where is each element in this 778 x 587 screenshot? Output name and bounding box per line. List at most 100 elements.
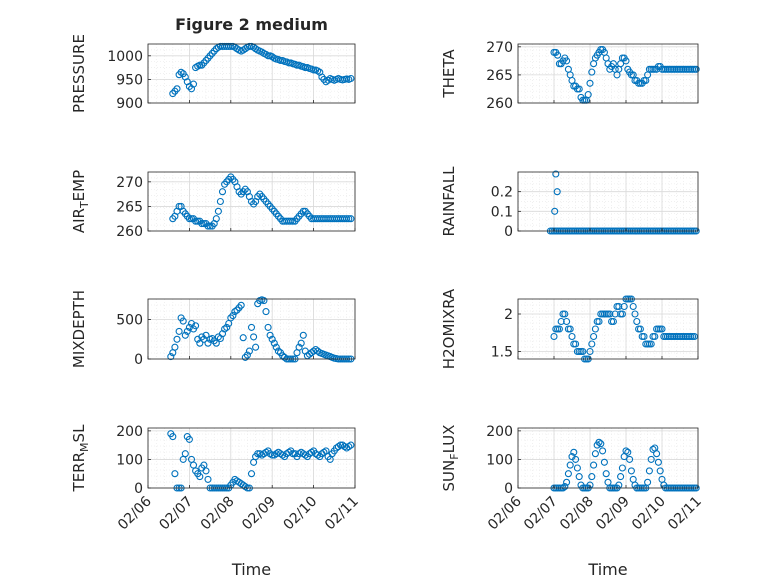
data-point <box>552 170 560 178</box>
data-point <box>181 331 189 339</box>
data-point <box>600 458 608 466</box>
data-point <box>214 207 222 215</box>
data-point <box>624 448 632 456</box>
subplot-4: 0 0.1 0.2 RAINFALL <box>440 166 700 240</box>
data-point <box>279 451 287 459</box>
y-tick-label: 270 <box>486 40 513 56</box>
data-point <box>231 308 239 316</box>
data-point <box>293 61 301 69</box>
data-point <box>563 57 571 65</box>
data-point <box>627 467 635 475</box>
y-axis-label: PRESSURE <box>70 34 88 113</box>
data-point <box>586 347 594 356</box>
data-point <box>651 332 659 341</box>
y-axis-label: H2OMIXRA <box>440 288 458 369</box>
x-tick-label: 02/07 <box>521 494 561 534</box>
data-point <box>274 347 282 355</box>
data-point <box>575 473 583 481</box>
subplot-6: 1.5 2 H2OMIXRA <box>440 288 699 369</box>
data-point <box>566 325 574 333</box>
data-point <box>221 325 229 333</box>
plot-area <box>148 299 355 359</box>
data-point <box>270 339 278 347</box>
data-point <box>629 302 637 311</box>
data-point <box>551 207 559 215</box>
data-point <box>183 327 191 335</box>
data-point <box>336 441 345 449</box>
y-tick-label: 1.5 <box>491 345 513 361</box>
data-point <box>579 347 587 356</box>
data-point <box>297 339 305 347</box>
data-point <box>227 314 235 322</box>
data-point <box>262 308 270 316</box>
data-point <box>179 317 187 325</box>
data-point <box>347 215 355 223</box>
data-point <box>181 450 189 458</box>
axes-box <box>517 171 699 232</box>
data-point <box>204 475 212 483</box>
data-point <box>192 322 200 330</box>
x-tick-label: 02/06 <box>115 493 155 533</box>
data-point <box>588 340 596 348</box>
subplot-7: 0 100 200 02/06 02/07 02/08 02/09 02/10 02/11 TER… <box>70 424 362 579</box>
data-point <box>208 49 216 57</box>
data-point <box>615 302 623 311</box>
data-point <box>287 217 295 225</box>
x-tick-label: 02/06 <box>485 493 525 533</box>
data-point <box>564 470 572 478</box>
data-point <box>212 215 220 223</box>
data-point <box>653 450 661 458</box>
data-point <box>252 343 260 351</box>
data-point <box>602 470 610 478</box>
data-point <box>202 56 210 65</box>
x-axis-label: Time <box>231 560 271 579</box>
data-point <box>611 310 619 318</box>
data-point <box>555 325 563 333</box>
data-point <box>554 51 562 59</box>
data-point <box>196 339 204 347</box>
data-point <box>692 65 700 73</box>
axes-box <box>517 427 699 489</box>
data-point <box>343 215 351 223</box>
data-point <box>167 353 175 361</box>
plot-area <box>148 428 355 488</box>
x-tick-label: 02/11 <box>322 494 362 534</box>
data-point <box>237 301 245 309</box>
data-point <box>649 445 657 453</box>
data-point <box>645 467 653 475</box>
axes-box <box>147 298 356 360</box>
axes-box <box>517 43 699 104</box>
data-point <box>250 333 258 341</box>
data-point <box>175 202 183 210</box>
data-point <box>198 61 206 69</box>
y-axis-label: AIRTEMP <box>70 170 91 233</box>
y-tick-label: 100 <box>486 452 513 468</box>
data-point <box>245 42 253 50</box>
data-point <box>243 351 251 359</box>
y-tick-label: 0 <box>134 352 143 368</box>
data-point <box>599 447 607 455</box>
figure-title: Figure 2 medium <box>175 15 328 34</box>
data-point <box>595 438 603 446</box>
data-point <box>590 461 598 469</box>
data-point <box>173 85 181 93</box>
data-point <box>595 317 603 326</box>
data-point <box>202 331 210 339</box>
data-point <box>245 347 253 355</box>
data-point <box>644 478 652 486</box>
data-point <box>202 467 210 475</box>
data-point <box>185 435 193 443</box>
y-tick-label: 0 <box>504 224 513 240</box>
y-tick-label: 900 <box>116 96 143 112</box>
data-point <box>563 317 571 326</box>
y-tick-label: 500 <box>116 313 143 329</box>
data-point <box>345 443 353 451</box>
data-point <box>609 317 617 326</box>
subplot-2: 260 265 270 THETA <box>440 40 700 112</box>
data-point <box>606 310 614 318</box>
data-point <box>212 339 220 347</box>
axes-box <box>147 171 356 232</box>
data-point <box>272 343 280 351</box>
x-tick-label: 02/09 <box>593 494 633 534</box>
